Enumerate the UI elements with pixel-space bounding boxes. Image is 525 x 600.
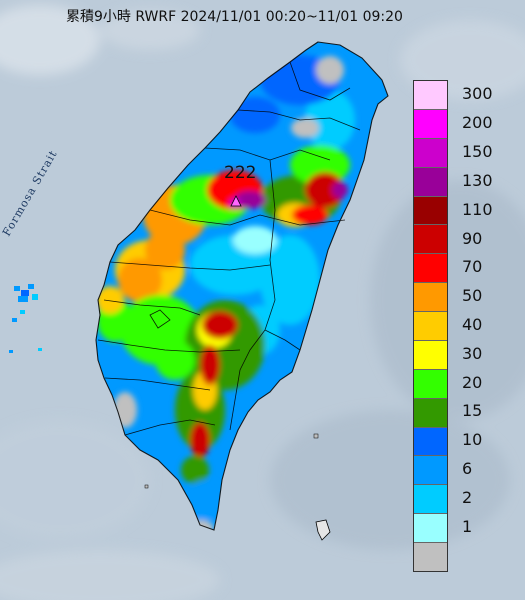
legend-label: 30 <box>462 343 483 363</box>
legend-swatch <box>414 368 447 398</box>
max-value-label: 222 <box>224 163 257 183</box>
county-boundaries <box>95 41 389 531</box>
legend-labels: 300 200 150 130 110 90 70 50 40 30 20 15 10 6 2 1 <box>462 80 517 570</box>
legend-label: 40 <box>462 315 483 334</box>
penghu-rain <box>9 284 42 353</box>
legend-label: 200 <box>462 113 493 133</box>
legend-label: 70 <box>462 257 483 277</box>
legend-label: 1 <box>462 516 473 536</box>
legend-label: 300 <box>462 84 493 104</box>
legend-label: 10 <box>462 430 483 450</box>
max-marker-icon <box>230 195 242 207</box>
legend-swatch <box>414 397 447 427</box>
legend-swatch <box>414 282 447 311</box>
legend-swatch <box>414 195 447 225</box>
color-legend <box>413 80 448 572</box>
legend-swatch <box>414 542 447 571</box>
legend-label: 50 <box>462 286 483 306</box>
legend-swatch <box>414 484 447 514</box>
legend-label: 15 <box>462 401 483 421</box>
legend-swatch <box>414 137 447 167</box>
legend-label: 6 <box>462 459 473 479</box>
legend-swatch <box>414 311 447 340</box>
legend-swatch <box>414 108 447 138</box>
legend-swatch <box>414 81 447 109</box>
legend-label: 20 <box>462 372 483 392</box>
legend-swatch <box>414 166 447 196</box>
legend-swatch <box>414 253 447 283</box>
legend-label: 130 <box>462 170 493 190</box>
cloud-layer <box>0 5 525 600</box>
legend-swatch <box>414 339 447 369</box>
legend-label: 90 <box>462 228 483 248</box>
map-title: 累積9小時 RWRF 2024/11/01 00:20~11/01 09:20 <box>66 9 403 25</box>
legend-label: 150 <box>462 142 493 162</box>
legend-swatch <box>414 224 447 254</box>
outlying-islands <box>144 433 331 541</box>
legend-swatch <box>414 455 447 485</box>
rainfall-field <box>96 42 388 530</box>
legend-swatch <box>414 426 447 456</box>
legend-label: 2 <box>462 487 473 507</box>
legend-label: 110 <box>462 199 493 219</box>
legend-swatch <box>414 513 447 542</box>
